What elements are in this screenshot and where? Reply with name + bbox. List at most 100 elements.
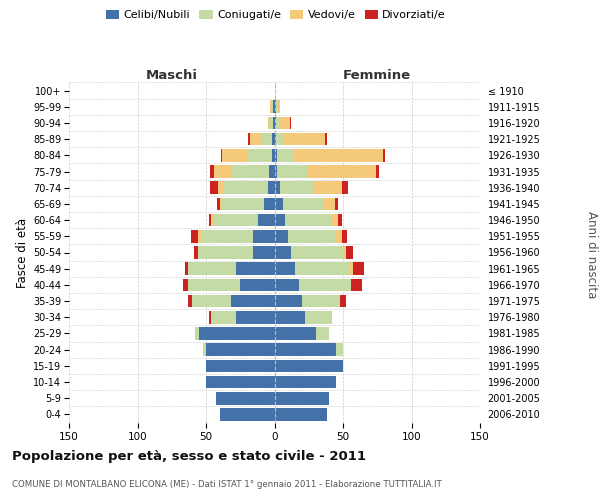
Bar (211, 311, 236, 324)
Bar (275, 149, 277, 162)
Bar (220, 408, 275, 420)
Bar (353, 262, 364, 275)
Bar (350, 262, 353, 275)
Bar (284, 133, 325, 145)
Bar (276, 116, 278, 130)
Bar (340, 295, 346, 308)
Bar (272, 149, 275, 162)
Bar (351, 278, 362, 291)
Bar (335, 198, 338, 210)
Bar (275, 278, 299, 291)
Bar (336, 230, 341, 242)
Bar (220, 198, 223, 210)
Bar (295, 262, 350, 275)
Bar (275, 392, 329, 404)
Bar (217, 198, 220, 210)
Bar (206, 376, 275, 388)
Bar (275, 344, 336, 356)
Bar (280, 182, 314, 194)
Bar (275, 376, 336, 388)
Bar (269, 165, 275, 178)
Bar (291, 246, 343, 259)
Bar (276, 133, 284, 145)
Bar (210, 165, 214, 178)
Text: Anni di nascita: Anni di nascita (584, 212, 598, 298)
Bar (275, 262, 295, 275)
Bar (316, 327, 329, 340)
Bar (272, 133, 275, 145)
Bar (273, 100, 275, 113)
Bar (305, 311, 332, 324)
Bar (271, 100, 272, 113)
Bar (200, 230, 253, 242)
Bar (275, 327, 316, 340)
Bar (188, 295, 193, 308)
Bar (343, 246, 346, 259)
Bar (275, 165, 277, 178)
Bar (209, 311, 211, 324)
Bar (191, 230, 198, 242)
Bar (253, 230, 275, 242)
Bar (276, 100, 277, 113)
Bar (278, 116, 290, 130)
Bar (275, 311, 305, 324)
Bar (248, 133, 250, 145)
Bar (273, 116, 275, 130)
Bar (258, 214, 275, 226)
Bar (275, 246, 291, 259)
Bar (236, 262, 275, 275)
Bar (331, 214, 338, 226)
Bar (341, 182, 349, 194)
Bar (275, 198, 283, 210)
Bar (324, 198, 335, 210)
Bar (209, 214, 211, 226)
Bar (210, 182, 218, 194)
Bar (275, 230, 288, 242)
Bar (247, 149, 272, 162)
Bar (275, 100, 276, 113)
Bar (272, 100, 273, 113)
Bar (195, 327, 199, 340)
Legend: Celibi/Nubili, Coniugati/e, Vedovi/e, Divorziati/e: Celibi/Nubili, Coniugati/e, Vedovi/e, Di… (101, 6, 451, 25)
Bar (277, 100, 280, 113)
Bar (346, 246, 353, 259)
Text: Femmine: Femmine (343, 70, 412, 82)
Bar (240, 278, 275, 291)
Bar (275, 295, 302, 308)
Bar (325, 133, 326, 145)
Bar (275, 182, 280, 194)
Bar (314, 182, 341, 194)
Text: COMUNE DI MONTALBANO ELICONA (ME) - Dati ISTAT 1° gennaio 2011 - Elaborazione TU: COMUNE DI MONTALBANO ELICONA (ME) - Dati… (12, 480, 442, 489)
Bar (268, 182, 275, 194)
Bar (221, 149, 223, 162)
Bar (211, 214, 214, 226)
Y-axis label: Fasce di età: Fasce di età (16, 218, 29, 288)
Bar (253, 246, 275, 259)
Bar (307, 165, 376, 178)
Bar (215, 392, 275, 404)
Bar (338, 214, 341, 226)
Bar (275, 214, 286, 226)
Bar (275, 116, 276, 130)
Bar (223, 149, 247, 162)
Bar (263, 198, 275, 210)
Bar (336, 344, 343, 356)
Bar (277, 149, 293, 162)
Bar (224, 182, 268, 194)
Bar (194, 246, 198, 259)
Bar (283, 198, 324, 210)
Bar (250, 133, 261, 145)
Bar (230, 165, 269, 178)
Bar (214, 214, 258, 226)
Bar (198, 230, 200, 242)
Bar (206, 360, 275, 372)
Bar (223, 198, 263, 210)
Bar (193, 295, 230, 308)
Bar (302, 295, 340, 308)
Bar (288, 230, 336, 242)
Bar (293, 149, 383, 162)
Bar (199, 327, 275, 340)
Bar (230, 295, 275, 308)
Bar (185, 262, 188, 275)
Bar (376, 165, 379, 178)
